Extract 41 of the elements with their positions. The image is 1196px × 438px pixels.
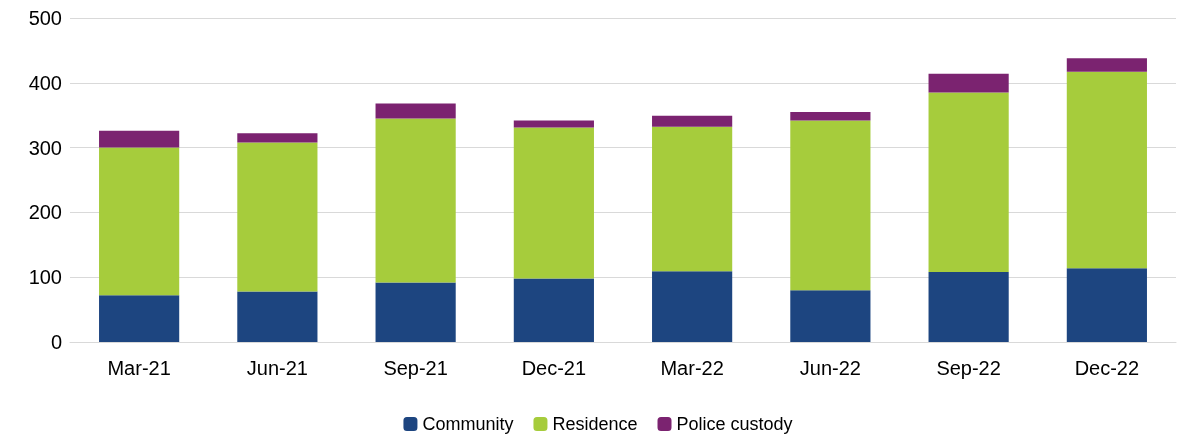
y-tick-label: 100 (28, 266, 62, 289)
legend-label: Police custody (676, 414, 793, 434)
y-tick-label: 200 (28, 201, 62, 224)
bar (1066, 58, 1147, 72)
bar (928, 272, 1009, 342)
bar (237, 291, 318, 342)
legend-label: Community (422, 414, 514, 434)
x-tick-label: Jun-21 (246, 357, 308, 379)
bar (1066, 268, 1147, 342)
bar (790, 111, 871, 121)
bar (375, 118, 456, 283)
bar (652, 271, 733, 342)
bar (652, 115, 733, 127)
bar (928, 92, 1009, 273)
x-tick-label: Sep-21 (383, 357, 448, 379)
bar (513, 120, 594, 128)
bar (237, 133, 318, 143)
legend-label: Residence (552, 414, 638, 434)
bar (1066, 71, 1147, 269)
bar (790, 290, 871, 342)
bar (928, 73, 1009, 93)
bar (99, 295, 180, 342)
x-tick-label: Mar-21 (107, 357, 171, 379)
bar (99, 147, 180, 296)
bar (375, 103, 456, 119)
y-tick-label: 500 (28, 7, 62, 29)
x-tick-label: Sep-22 (936, 357, 1001, 379)
bar (513, 278, 594, 342)
y-tick-label: 0 (50, 331, 62, 353)
y-tick-label: 400 (28, 71, 62, 94)
bar (237, 142, 318, 292)
bar (790, 120, 871, 291)
bar (375, 282, 456, 342)
x-tick-label: Dec-22 (1074, 357, 1140, 379)
bar (99, 130, 180, 148)
bar (652, 126, 733, 272)
x-tick-label: Jun-22 (799, 357, 861, 379)
x-tick-label: Mar-22 (660, 357, 724, 379)
y-tick-label: 300 (28, 136, 62, 159)
bar (513, 127, 594, 279)
x-tick-label: Dec-21 (521, 357, 587, 379)
